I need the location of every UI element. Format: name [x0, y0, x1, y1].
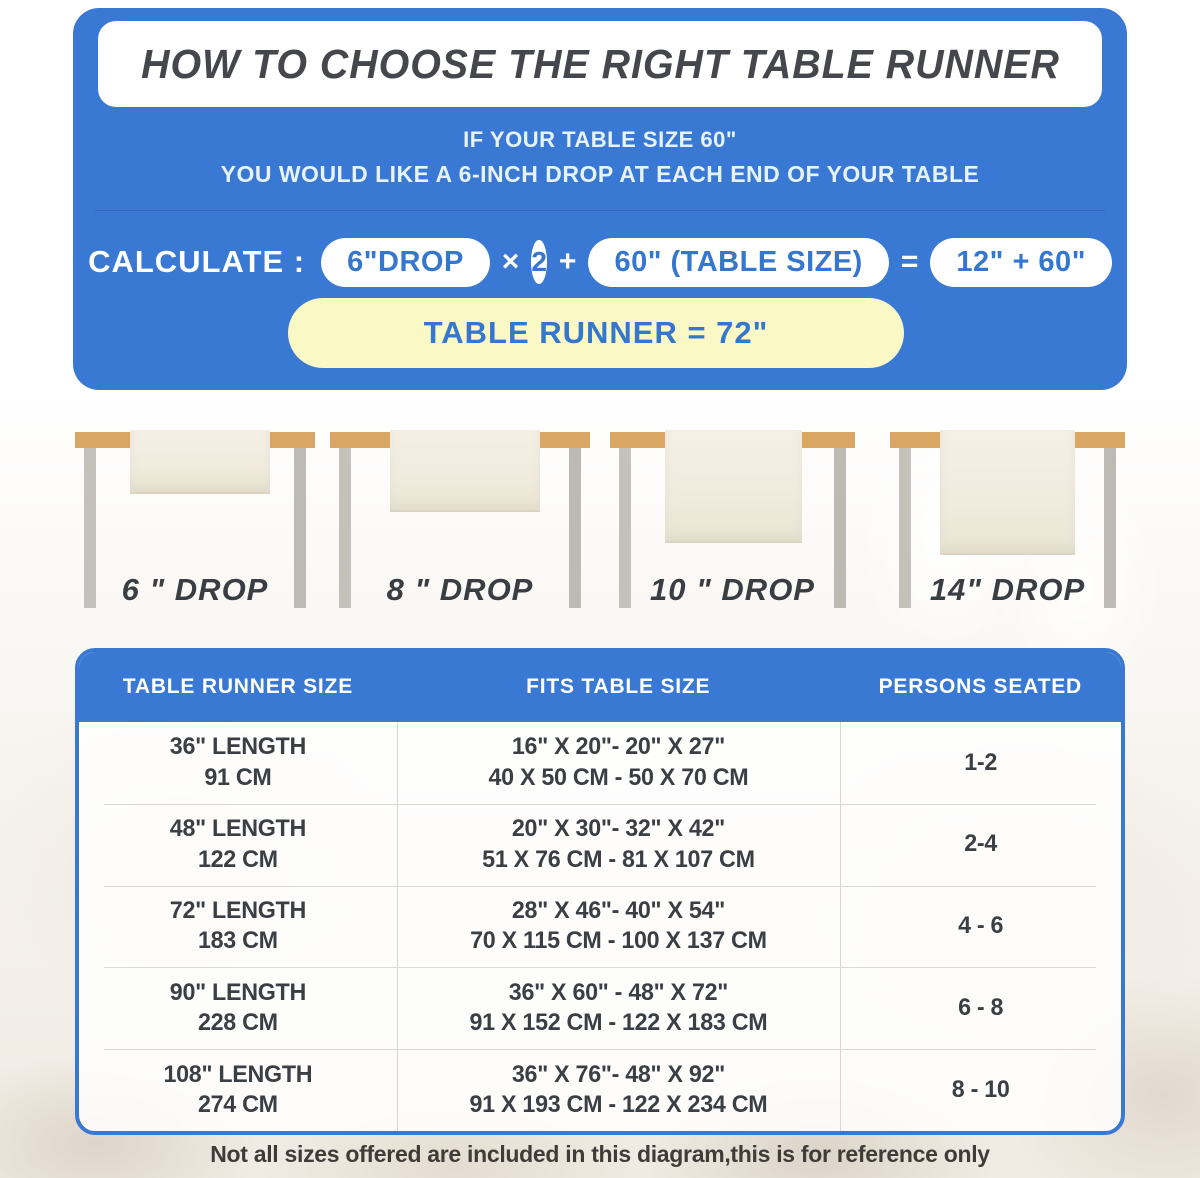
table-row: 36" LENGTH 91 CM 16" X 20"- 20" X 27" 40… — [79, 722, 1121, 804]
table-leg-graphic — [84, 448, 96, 608]
fits-table-cell: 36" X 60" - 48" X 72" 91 X 152 CM - 122 … — [403, 978, 833, 1039]
fits-table-cm: 40 X 50 CM - 50 X 70 CM — [488, 763, 749, 791]
table-row: 90" LENGTH 228 CM 36" X 60" - 48" X 72" … — [79, 967, 1121, 1049]
table-leg-graphic — [899, 448, 911, 608]
multiplier-circle: 2 — [531, 240, 547, 284]
result-banner: TABLE RUNNER = 72" — [288, 298, 904, 368]
fits-table-cell: 28" X 46"- 40" X 54" 70 X 115 CM - 100 X… — [403, 896, 833, 957]
fits-table-cm: 91 X 152 CM - 122 X 183 CM — [469, 1009, 768, 1037]
calculation-row: CALCULATE : 6"DROP × 2 + 60" (TABLE SIZE… — [88, 234, 1112, 290]
table-leg-graphic — [569, 448, 581, 608]
runner-size-cm: 91 CM — [204, 763, 272, 791]
fits-table-cell: 36" X 76"- 48" X 92" 91 X 193 CM - 122 X… — [403, 1060, 833, 1121]
instruction-panel: HOW TO CHOOSE THE RIGHT TABLE RUNNER IF … — [73, 8, 1127, 390]
fits-table-cm: 91 X 193 CM - 122 X 234 CM — [469, 1091, 768, 1119]
persons-seated-cell: 4 - 6 — [957, 912, 1003, 940]
divider-line — [95, 210, 1105, 211]
sum-pill: 12" + 60" — [930, 237, 1112, 287]
calculate-label: CALCULATE : — [88, 244, 306, 279]
drop-illustrations: 6 " DROP 8 " DROP 10 " DROP 14" DROP — [75, 430, 1125, 614]
column-header-persons: PERSONS SEATED — [878, 675, 1082, 698]
table-leg-graphic — [1104, 448, 1116, 608]
column-divider — [396, 722, 398, 1131]
title-banner: HOW TO CHOOSE THE RIGHT TABLE RUNNER — [98, 21, 1102, 107]
table-illustration-10in-drop: 10 " DROP — [610, 430, 855, 614]
runner-size-cm: 183 CM — [197, 927, 278, 955]
size-chart-body: 36" LENGTH 91 CM 16" X 20"- 20" X 27" 40… — [79, 722, 1121, 1131]
drop-label: 8 " DROP — [386, 572, 534, 607]
column-divider — [839, 722, 841, 1131]
fits-table-cell: 20" X 30"- 32" X 42" 51 X 76 CM - 81 X 1… — [403, 814, 833, 875]
disclaimer-note: Not all sizes offered are included in th… — [210, 1141, 990, 1167]
page-title: HOW TO CHOOSE THE RIGHT TABLE RUNNER — [140, 40, 1060, 87]
fits-table-inches: 20" X 30"- 32" X 42" — [511, 815, 725, 843]
subtitle-line-2: YOU WOULD LIKE A 6-INCH DROP AT EACH END… — [220, 161, 980, 187]
fits-table-inches: 36" X 76"- 48" X 92" — [511, 1060, 725, 1088]
runner-size-cm: 274 CM — [197, 1091, 278, 1119]
result-text: TABLE RUNNER = 72" — [423, 315, 769, 350]
runner-size-cell: 108" LENGTH 274 CM — [84, 1060, 392, 1121]
persons-seated-cell: 1-2 — [963, 748, 997, 776]
persons-seated-cell: 2-4 — [963, 830, 997, 858]
fits-table-inches: 28" X 46"- 40" X 54" — [511, 897, 725, 925]
runner-size-cell: 36" LENGTH 91 CM — [84, 732, 392, 793]
runner-graphic — [665, 430, 802, 543]
fits-table-cm: 70 X 115 CM - 100 X 137 CM — [469, 927, 767, 955]
drop-label: 6 " DROP — [121, 572, 269, 607]
column-header-fits-table: FITS TABLE SIZE — [526, 675, 711, 698]
table-leg-graphic — [294, 448, 306, 608]
runner-size-inches: 90" LENGTH — [169, 978, 306, 1006]
table-leg-graphic — [619, 448, 631, 608]
table-size-pill: 60" (TABLE SIZE) — [588, 237, 889, 287]
equals-sign: = — [900, 245, 919, 278]
multiply-sign: × — [501, 245, 520, 278]
persons-seated-cell: 8 - 10 — [951, 1075, 1010, 1103]
table-row: 72" LENGTH 183 CM 28" X 46"- 40" X 54" 7… — [79, 885, 1121, 968]
runner-size-cell: 72" LENGTH 183 CM — [84, 896, 392, 957]
table-row: 108" LENGTH 274 CM 36" X 76"- 48" X 92" … — [79, 1049, 1121, 1131]
runner-graphic — [390, 430, 540, 512]
runner-size-inches: 108" LENGTH — [163, 1060, 313, 1088]
runner-size-cell: 90" LENGTH 228 CM — [84, 978, 392, 1039]
runner-size-inches: 72" LENGTH — [169, 897, 306, 925]
runner-graphic — [130, 430, 270, 494]
persons-seated-cell: 6 - 8 — [957, 994, 1003, 1022]
fits-table-cm: 51 X 76 CM - 81 X 107 CM — [481, 845, 755, 873]
subtitle-line-1: IF YOUR TABLE SIZE 60" — [463, 127, 737, 152]
table-row: 48" LENGTH 122 CM 20" X 30"- 32" X 42" 5… — [79, 803, 1121, 886]
fits-table-inches: 16" X 20"- 20" X 27" — [511, 733, 725, 761]
table-illustration-8in-drop: 8 " DROP — [330, 430, 590, 614]
fits-table-inches: 36" X 60" - 48" X 72" — [508, 978, 729, 1006]
drop-label: 14" DROP — [929, 572, 1086, 607]
runner-size-inches: 36" LENGTH — [169, 733, 306, 761]
table-illustration-14in-drop: 14" DROP — [890, 430, 1125, 614]
runner-size-cm: 228 CM — [197, 1009, 278, 1037]
runner-size-inches: 48" LENGTH — [169, 815, 306, 843]
drop-value-pill: 6"DROP — [321, 237, 490, 287]
plus-sign: + — [558, 245, 577, 278]
table-leg-graphic — [834, 448, 846, 608]
table-leg-graphic — [339, 448, 351, 608]
size-chart-header: TABLE RUNNER SIZE FITS TABLE SIZE PERSON… — [79, 652, 1121, 722]
runner-size-cell: 48" LENGTH 122 CM — [84, 814, 392, 875]
fits-table-cell: 16" X 20"- 20" X 27" 40 X 50 CM - 50 X 7… — [403, 732, 833, 793]
runner-size-cm: 122 CM — [197, 845, 278, 873]
drop-label: 10 " DROP — [650, 572, 815, 607]
size-chart-panel: TABLE RUNNER SIZE FITS TABLE SIZE PERSON… — [75, 648, 1125, 1135]
column-header-runner-size: TABLE RUNNER SIZE — [122, 675, 353, 698]
table-illustration-6in-drop: 6 " DROP — [75, 430, 315, 614]
runner-graphic — [940, 430, 1075, 555]
